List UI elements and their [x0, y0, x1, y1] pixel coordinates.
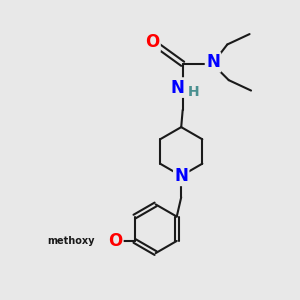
Text: N: N	[174, 167, 188, 185]
Text: O: O	[145, 33, 160, 51]
Text: H: H	[188, 85, 200, 99]
Text: N: N	[170, 79, 184, 97]
Text: methoxy: methoxy	[47, 236, 94, 246]
Text: O: O	[108, 232, 122, 250]
Text: N: N	[206, 53, 220, 71]
